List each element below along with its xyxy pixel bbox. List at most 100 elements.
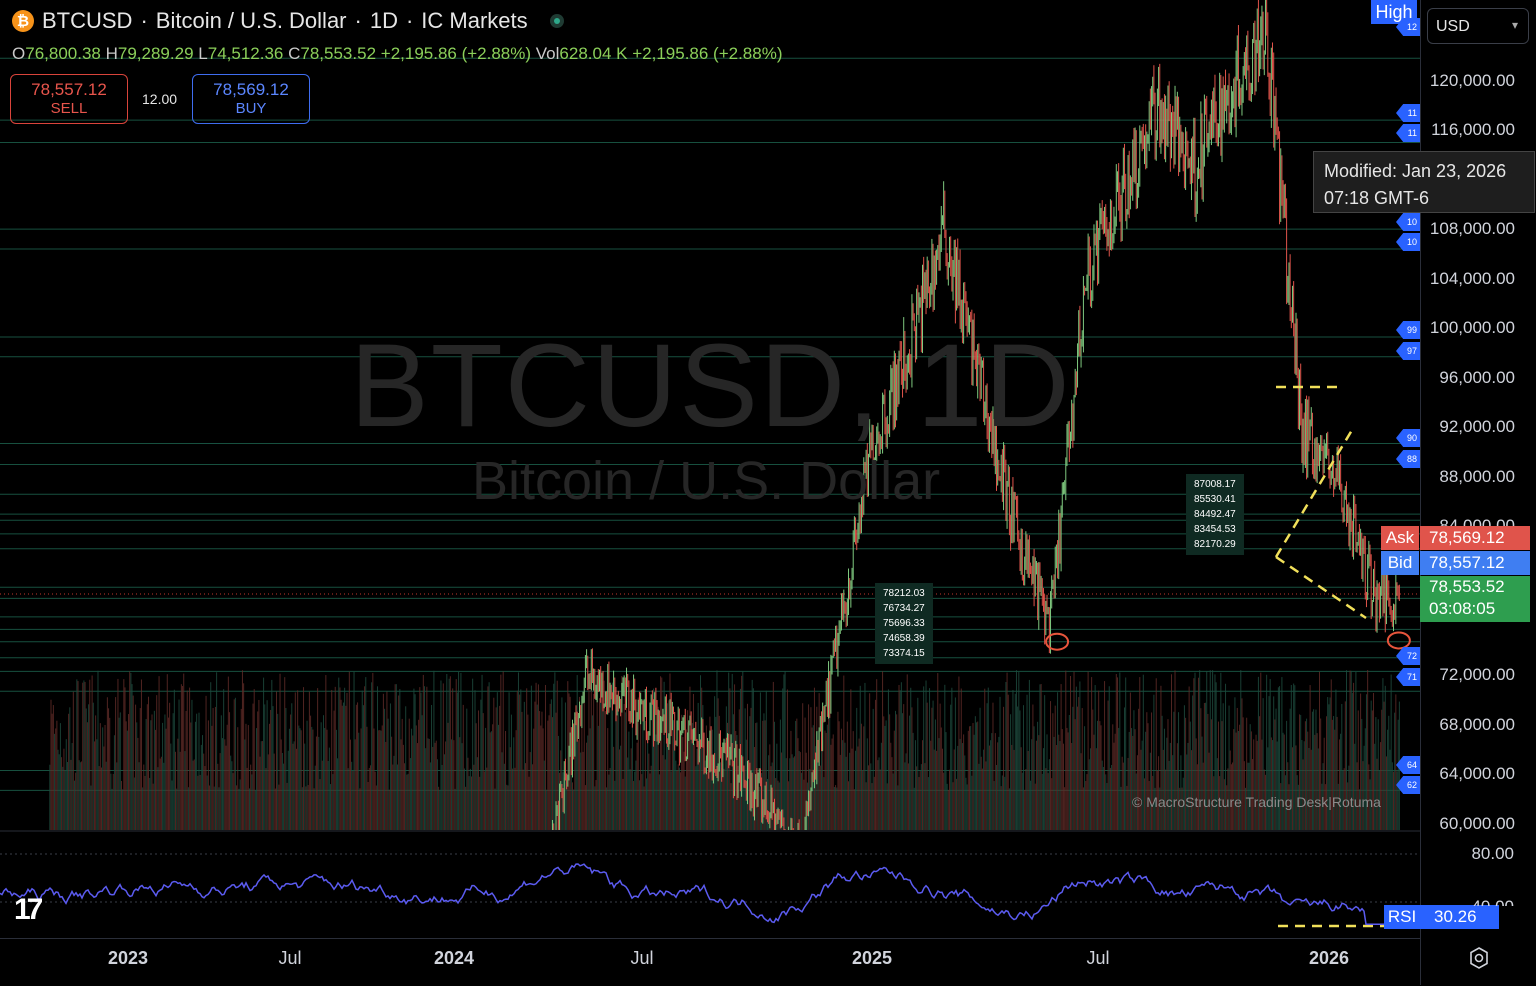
volume-bar xyxy=(573,789,575,830)
dashed-pattern-line xyxy=(1274,429,1354,558)
volume-bar xyxy=(617,692,619,830)
currency-select[interactable]: USD ▾ xyxy=(1427,8,1529,44)
time-tick-label: Jul xyxy=(1086,948,1110,968)
volume-bar xyxy=(165,728,167,830)
price-tick-label: 88,000.00 xyxy=(1439,466,1515,486)
volume-bar xyxy=(452,688,454,830)
volume-bar xyxy=(697,702,699,830)
market-status-icon[interactable] xyxy=(549,14,564,28)
alert-flag[interactable]: 99 xyxy=(1396,321,1420,339)
volume-bar xyxy=(853,789,855,830)
volume-bar xyxy=(375,785,377,830)
alert-flag[interactable]: 11 xyxy=(1396,104,1420,122)
volume-bar xyxy=(543,760,545,830)
alert-flag[interactable]: 10 xyxy=(1396,233,1420,251)
volume-bar xyxy=(1014,693,1016,830)
volume-bar xyxy=(1055,745,1057,830)
volume-bar xyxy=(1360,693,1362,830)
volume-bar xyxy=(486,767,488,830)
price-tick-label: 104,000.00 xyxy=(1429,268,1515,288)
volume-bar xyxy=(106,697,108,830)
alert-flag[interactable]: 72 xyxy=(1396,647,1420,665)
volume-bar xyxy=(500,674,502,830)
volume-bar xyxy=(1254,771,1256,830)
volume-bar xyxy=(691,722,693,830)
volume-bar xyxy=(1155,678,1157,830)
volume-bar xyxy=(257,711,259,830)
alert-flag[interactable]: 90 xyxy=(1396,429,1420,447)
time-axis[interactable] xyxy=(0,938,1420,986)
volume-bar xyxy=(670,771,672,830)
volume-bar xyxy=(386,691,388,830)
volume-bar xyxy=(273,753,275,830)
volume-bar xyxy=(1232,762,1234,830)
alert-flag[interactable]: 88 xyxy=(1396,450,1420,468)
bid-label: Bid xyxy=(1381,551,1419,575)
volume-bar xyxy=(830,744,832,830)
volume-bar xyxy=(929,688,931,830)
volume-bar xyxy=(833,786,835,830)
volume-bar xyxy=(194,721,196,830)
volume-bar xyxy=(856,707,858,830)
price-axis[interactable]: 60,000.0064,000.0068,000.0072,000.0084,0… xyxy=(1420,0,1536,985)
tradingview-logo[interactable]: 17 xyxy=(14,893,43,926)
volume-bar xyxy=(775,778,777,830)
volume-bar xyxy=(965,777,967,830)
volume-bar xyxy=(781,752,783,830)
volume-bar xyxy=(1287,762,1289,830)
volume-bar xyxy=(1240,670,1242,830)
volume-bar xyxy=(514,767,516,830)
volume-bar xyxy=(876,679,878,830)
symbol-header[interactable]: ₿ BTCUSD · Bitcoin / U.S. Dollar · 1D · … xyxy=(12,8,564,34)
volume-bar xyxy=(789,758,791,830)
volume-bar xyxy=(527,714,529,830)
volume-bar xyxy=(143,764,145,830)
volume-bar xyxy=(884,725,886,830)
volume-bar xyxy=(636,742,638,830)
volume-bar xyxy=(1186,754,1188,830)
volume-bar xyxy=(324,727,326,830)
volume-bar xyxy=(1322,763,1324,830)
volume-bar xyxy=(481,674,483,830)
alert-flag[interactable]: 71 xyxy=(1396,668,1420,686)
symbol-ticker[interactable]: BTCUSD xyxy=(42,8,133,33)
volume-bar xyxy=(782,688,784,830)
volume-bar xyxy=(602,680,604,830)
volume-bar xyxy=(1180,755,1182,830)
volume-bar xyxy=(916,766,918,830)
volume-bar xyxy=(1065,670,1067,830)
volume-bar xyxy=(1370,700,1372,830)
volume-bar xyxy=(1309,685,1311,830)
volume-bar xyxy=(476,757,478,830)
sell-button[interactable]: 78,557.12 SELL xyxy=(10,74,128,124)
volume-bar xyxy=(839,754,841,830)
alert-flag[interactable]: 97 xyxy=(1396,342,1420,360)
volume-bar xyxy=(448,678,450,830)
alert-flag[interactable]: 62 xyxy=(1396,776,1420,794)
alert-flag[interactable]: 64 xyxy=(1396,756,1420,774)
volume-bar xyxy=(880,742,882,830)
volume-bar xyxy=(815,746,817,830)
volume-bar xyxy=(1342,770,1344,830)
volume-bar xyxy=(95,715,97,830)
volume-bar xyxy=(1190,750,1192,830)
low-label: L xyxy=(198,44,208,63)
volume-bar xyxy=(552,717,554,830)
volume-bar xyxy=(742,671,744,830)
volume-bar xyxy=(766,778,768,830)
volume-bar xyxy=(1385,756,1387,830)
volume-bar xyxy=(1210,719,1212,830)
settings-icon[interactable] xyxy=(1467,946,1491,970)
alert-flag[interactable]: 11 xyxy=(1396,124,1420,142)
volume-bar xyxy=(421,715,423,830)
alert-flag[interactable]: 12 xyxy=(1396,18,1420,36)
volume-bar xyxy=(1200,708,1202,830)
volume-bar xyxy=(1330,679,1332,830)
volume-bar xyxy=(478,710,480,830)
buy-button[interactable]: 78,569.12 BUY xyxy=(192,74,310,124)
volume-bar xyxy=(912,732,914,830)
volume-bar xyxy=(1256,740,1258,830)
interval-label[interactable]: 1D xyxy=(369,8,398,33)
alert-flag[interactable]: 10 xyxy=(1396,213,1420,231)
